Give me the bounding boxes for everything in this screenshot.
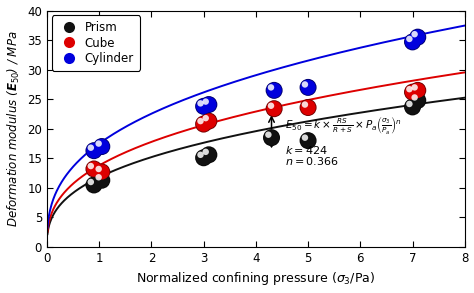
Point xyxy=(264,132,272,137)
Point xyxy=(409,90,416,94)
Point xyxy=(270,106,278,111)
Point xyxy=(301,102,309,107)
Point xyxy=(411,32,419,37)
Point xyxy=(205,102,213,107)
Point xyxy=(98,178,106,183)
Point xyxy=(409,90,416,94)
Point xyxy=(197,101,204,106)
Point xyxy=(267,85,275,90)
Point xyxy=(205,152,213,157)
Point xyxy=(90,167,98,171)
Point xyxy=(200,122,208,126)
Point xyxy=(95,167,102,171)
Point xyxy=(205,119,213,123)
Point xyxy=(268,135,275,140)
Point xyxy=(98,178,106,183)
Point xyxy=(200,155,208,160)
Point xyxy=(90,183,98,187)
Point xyxy=(406,102,413,106)
Point xyxy=(200,155,208,160)
Point xyxy=(200,104,208,109)
Point xyxy=(304,138,312,143)
Point xyxy=(267,103,275,108)
Point xyxy=(270,88,278,93)
Point xyxy=(87,180,95,184)
Point xyxy=(197,119,204,123)
Point xyxy=(90,148,98,153)
Point xyxy=(205,152,213,157)
Point xyxy=(268,135,275,140)
Point xyxy=(409,40,416,44)
Point xyxy=(202,99,210,104)
Point xyxy=(301,135,309,140)
Point xyxy=(270,88,278,93)
Point xyxy=(411,85,419,90)
Point xyxy=(95,141,102,146)
Point xyxy=(409,40,416,44)
Point xyxy=(304,105,312,110)
Point xyxy=(87,145,95,150)
Point xyxy=(200,122,208,126)
Point xyxy=(301,82,309,87)
Point xyxy=(414,88,421,93)
Point xyxy=(98,170,106,174)
Text: $E_{50} = k \times \frac{RS}{R+S} \times P_a\left(\frac{\sigma_3}{P_a}\right)^n$: $E_{50} = k \times \frac{RS}{R+S} \times… xyxy=(284,114,401,136)
Point xyxy=(409,105,416,109)
Point xyxy=(414,98,421,103)
Point xyxy=(409,105,416,109)
Y-axis label: Deformation modulus ($\boldsymbol{E}_{50}$) / MPa: Deformation modulus ($\boldsymbol{E}_{50… xyxy=(6,30,22,227)
Text: $k = 424$: $k = 424$ xyxy=(284,144,328,156)
Point xyxy=(205,119,213,123)
Point xyxy=(98,144,106,149)
X-axis label: Normalized confining pressure ($\sigma_3$/Pa): Normalized confining pressure ($\sigma_3… xyxy=(137,270,375,287)
Point xyxy=(202,116,210,120)
Point xyxy=(87,164,95,168)
Point xyxy=(90,183,98,187)
Point xyxy=(197,152,204,157)
Legend: Prism, Cube, Cylinder: Prism, Cube, Cylinder xyxy=(52,15,140,71)
Point xyxy=(304,138,312,143)
Point xyxy=(414,35,421,40)
Point xyxy=(406,87,413,91)
Point xyxy=(90,148,98,153)
Point xyxy=(270,106,278,111)
Point xyxy=(90,167,98,171)
Text: $n = 0.366$: $n = 0.366$ xyxy=(284,155,338,167)
Point xyxy=(98,170,106,174)
Point xyxy=(202,149,210,154)
Point xyxy=(406,37,413,41)
Point xyxy=(98,144,106,149)
Point xyxy=(205,102,213,107)
Point xyxy=(414,88,421,93)
Point xyxy=(200,104,208,109)
Point xyxy=(411,95,419,100)
Point xyxy=(414,98,421,103)
Point xyxy=(95,175,102,180)
Point xyxy=(414,35,421,40)
Point xyxy=(304,85,312,90)
Point xyxy=(304,105,312,110)
Point xyxy=(304,85,312,90)
